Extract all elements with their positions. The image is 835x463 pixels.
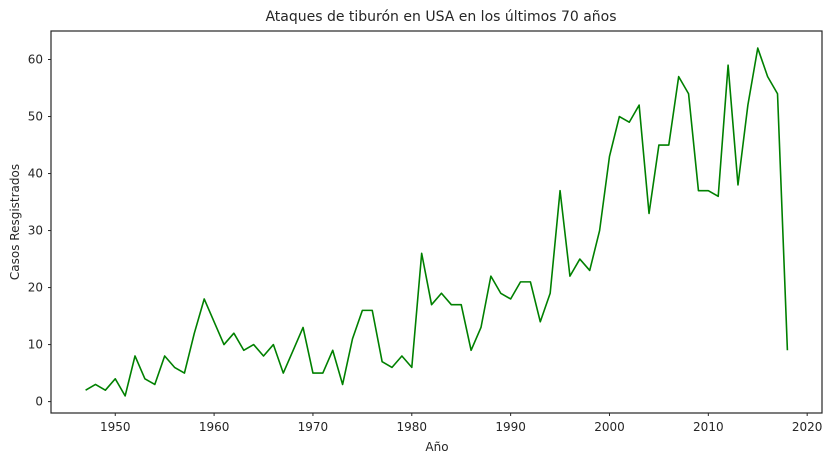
y-tick-label: 0: [35, 395, 43, 409]
y-axis: 0 10 20 30 40 50 60: [28, 53, 51, 409]
y-tick-label: 10: [28, 338, 43, 352]
x-tick-label: 2010: [693, 420, 724, 434]
x-axis: 1950 1960 1970 1980 1990 2000 2010 2020: [100, 413, 822, 434]
y-tick-label: 20: [28, 281, 43, 295]
y-tick-label: 60: [28, 53, 43, 67]
series-line: [85, 47, 789, 397]
x-tick-label: 1970: [298, 420, 329, 434]
y-tick-label: 40: [28, 167, 43, 181]
x-tick-label: 2000: [594, 420, 625, 434]
x-axis-label: Año: [425, 440, 448, 454]
x-tick-label: 1960: [199, 420, 230, 434]
x-tick-label: 2020: [792, 420, 823, 434]
y-tick-label: 30: [28, 224, 43, 238]
y-tick-label: 50: [28, 110, 43, 124]
chart-title: Ataques de tiburón en USA en los últimos…: [265, 9, 616, 25]
x-tick-label: 1980: [397, 420, 428, 434]
x-tick-label: 1950: [100, 420, 131, 434]
x-tick-label: 1990: [495, 420, 526, 434]
plot-area-frame: [50, 30, 823, 414]
y-axis-label: Casos Resgistrados: [8, 164, 22, 280]
